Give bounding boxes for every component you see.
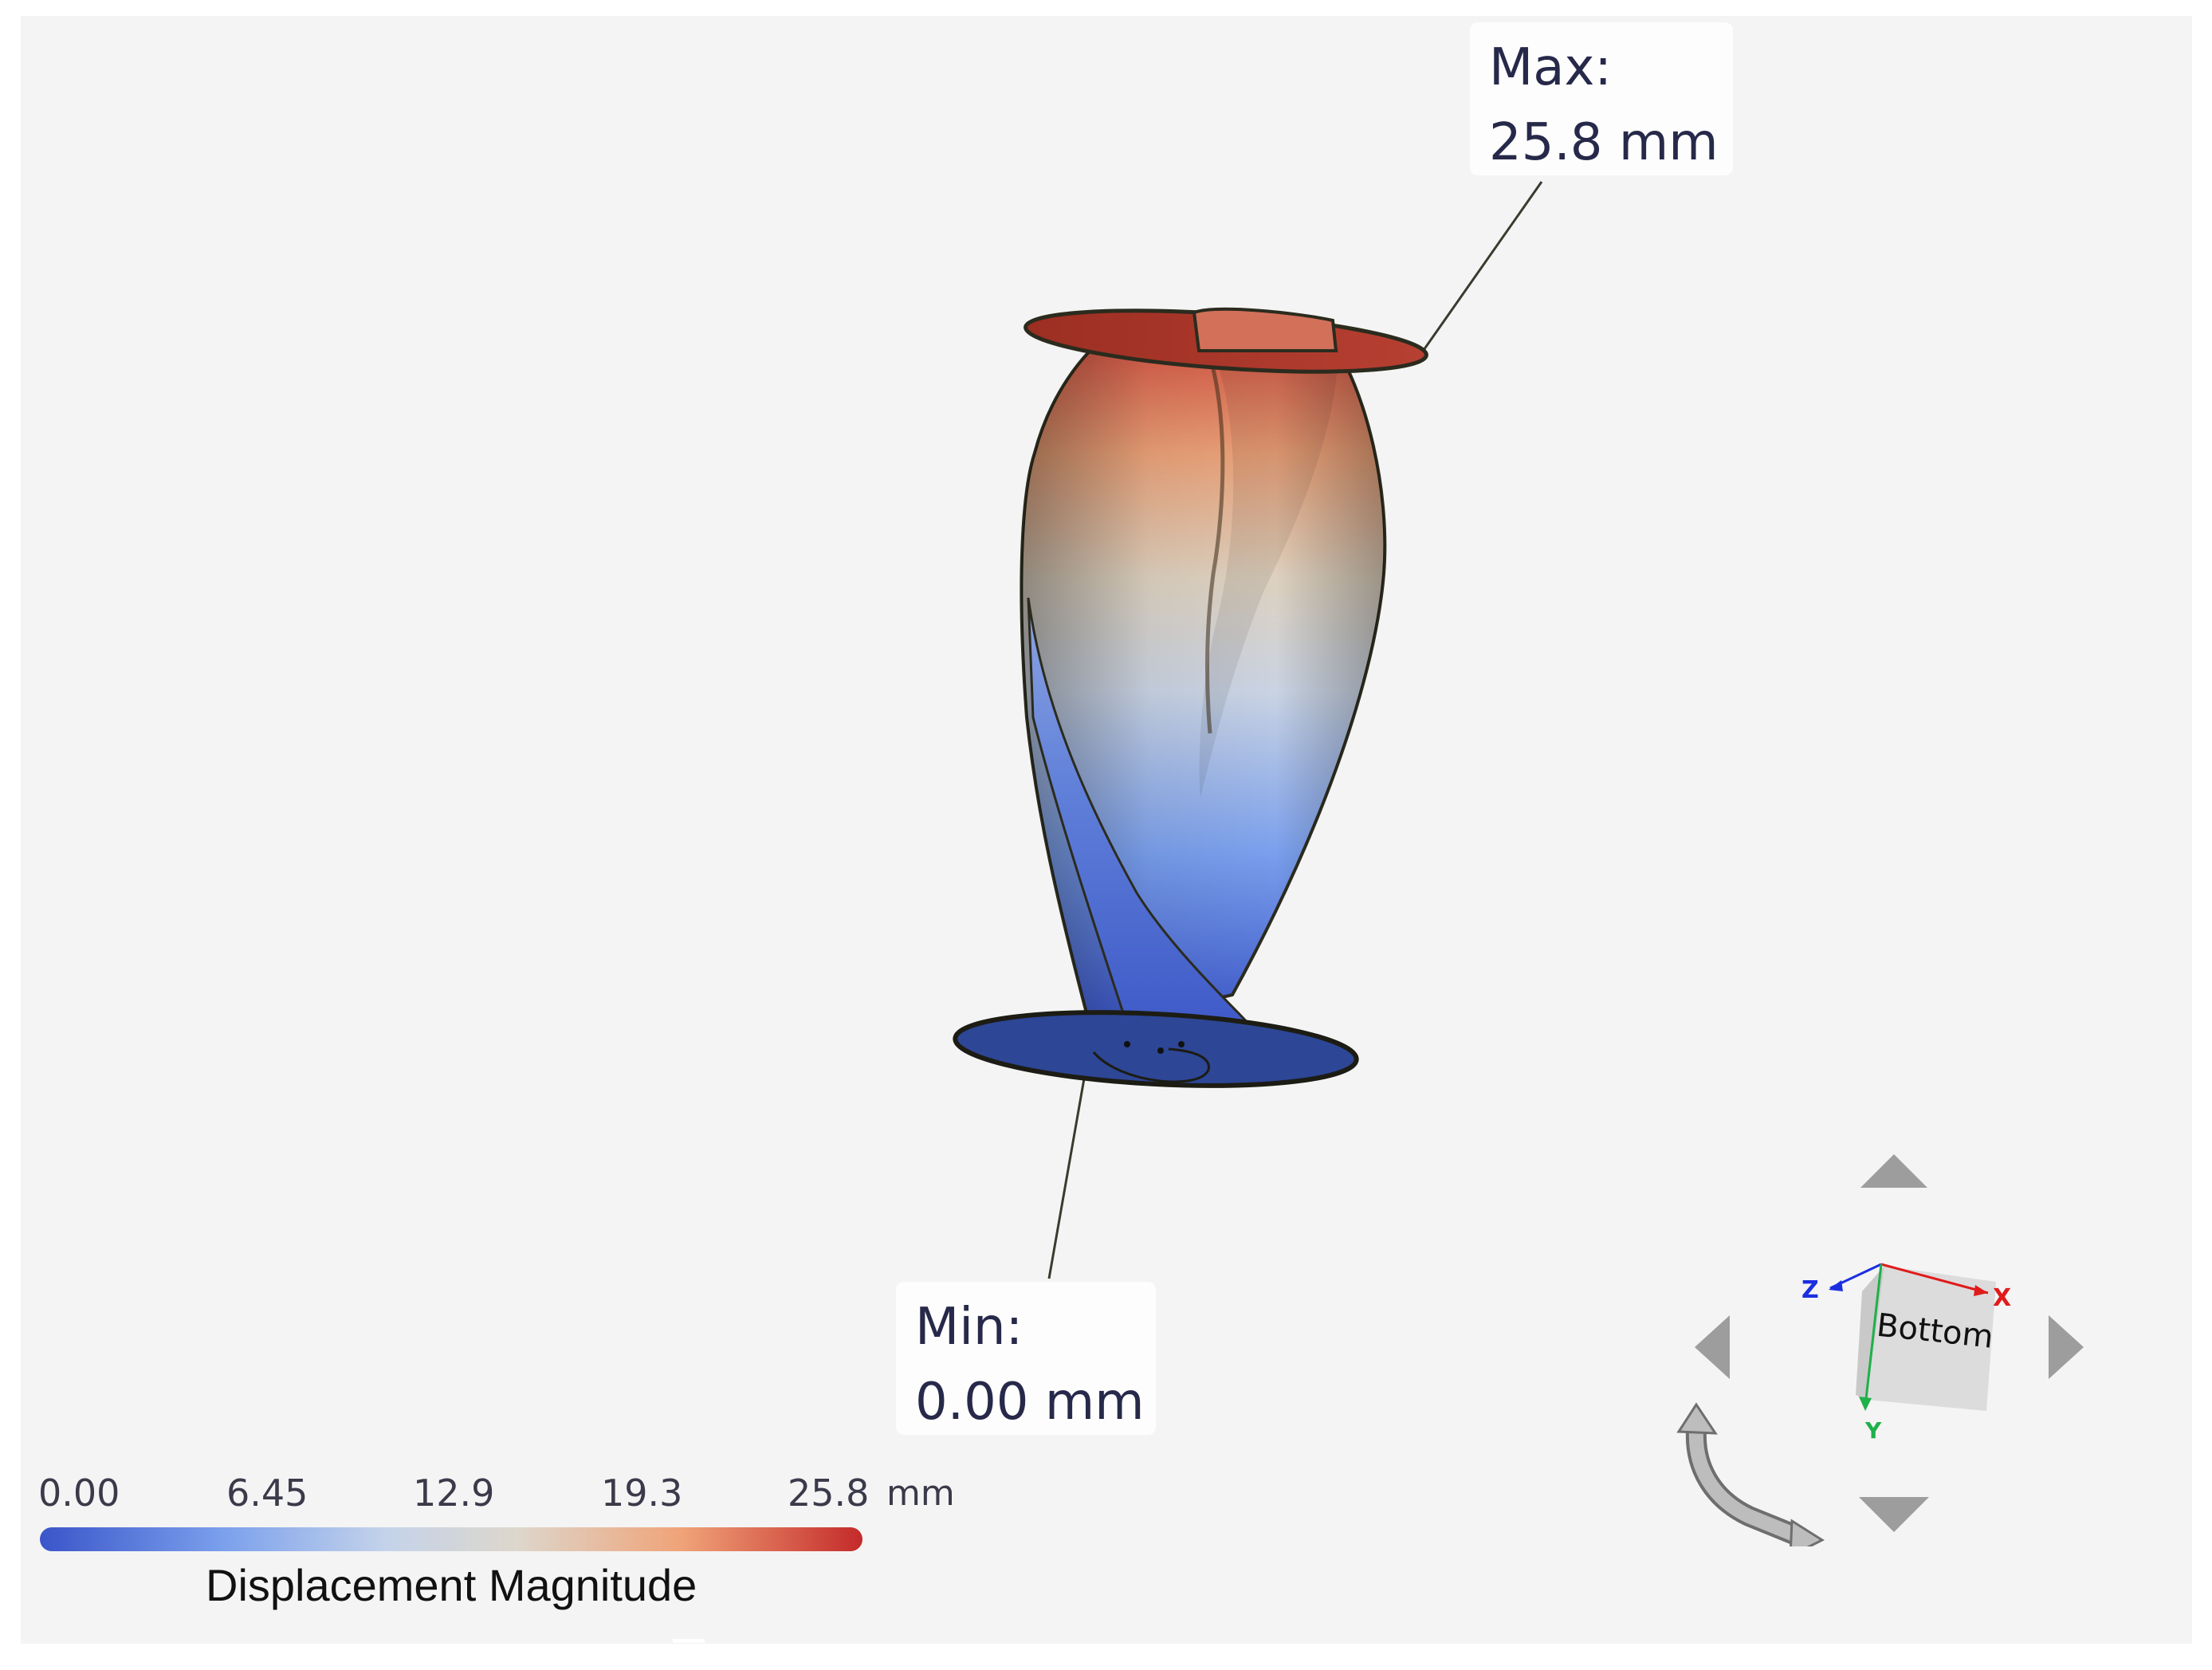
rotate-arc-fill bbox=[1688, 1424, 1807, 1544]
legend-tick: 6.45 bbox=[226, 1472, 308, 1515]
bottom-endplate bbox=[953, 1010, 1359, 1088]
color-legend: 0.00 6.45 12.9 19.3 25.8 mm Displacement… bbox=[35, 1457, 976, 1625]
legend-tick: 0.00 bbox=[38, 1472, 120, 1515]
arrow-left-icon[interactable] bbox=[1695, 1315, 1730, 1379]
legend-tick: 19.3 bbox=[601, 1472, 683, 1515]
rotate-arrowhead-top bbox=[1676, 1402, 1718, 1435]
x-axis-line bbox=[1880, 1263, 1989, 1295]
turbine-blade-crease bbox=[1194, 321, 1225, 734]
min-value: 0.00 mm bbox=[915, 1373, 1145, 1432]
max-label: Max: bbox=[1489, 38, 1612, 97]
y-axis-line bbox=[1864, 1263, 1883, 1407]
bottom-hub-dot bbox=[1178, 1041, 1185, 1047]
legend-tick: 12.9 bbox=[413, 1472, 495, 1515]
turbine-blade-front bbox=[1027, 597, 1255, 1031]
legend-tick: 25.8 bbox=[788, 1472, 870, 1515]
scroll-indicator bbox=[673, 1639, 705, 1643]
max-value: 25.8 mm bbox=[1489, 113, 1719, 172]
model-scene[interactable] bbox=[21, 16, 2192, 1644]
y-axis-arrowhead bbox=[1859, 1397, 1872, 1411]
arrow-right-icon[interactable] bbox=[2049, 1315, 2084, 1379]
max-leader-line bbox=[1420, 181, 1543, 353]
bottom-hub-dot bbox=[1157, 1047, 1164, 1054]
bottom-hub-dot bbox=[1124, 1041, 1130, 1047]
legend-color-bar bbox=[40, 1527, 862, 1551]
turbine-blade-back bbox=[1191, 319, 1338, 797]
arrow-up-icon[interactable] bbox=[1860, 1154, 1927, 1188]
view-navigator[interactable]: Bottom X Z Y bbox=[1671, 1132, 2117, 1546]
view-cube[interactable]: Bottom bbox=[1856, 1266, 1996, 1411]
cube-bottom-face[interactable] bbox=[1867, 1266, 1996, 1411]
x-axis-arrowhead bbox=[1974, 1285, 1988, 1296]
legend-title: Displacement Magnitude bbox=[206, 1560, 697, 1610]
rotate-arrowhead-bottom bbox=[1790, 1519, 1825, 1546]
bottom-hub-curve bbox=[1092, 1047, 1210, 1083]
turbine-body-shading bbox=[1021, 327, 1385, 1028]
3d-viewport[interactable]: Max: 25.8 mm Min: 0.00 mm 0.00 6.45 12.9… bbox=[21, 16, 2192, 1644]
legend-unit: mm bbox=[886, 1473, 955, 1514]
rotate-icon[interactable] bbox=[1676, 1402, 1825, 1546]
arrow-down-icon[interactable] bbox=[1859, 1497, 1929, 1532]
axis-triad: X Z Y bbox=[1801, 1263, 2011, 1444]
y-axis-label: Y bbox=[1864, 1417, 1882, 1444]
min-callout: Min: 0.00 mm bbox=[896, 1282, 1156, 1435]
min-label: Min: bbox=[915, 1298, 1023, 1357]
top-blade-edge bbox=[1192, 307, 1338, 352]
min-leader-line bbox=[1047, 1069, 1087, 1279]
z-axis-label: Z bbox=[1801, 1276, 1819, 1304]
x-axis-label: X bbox=[1993, 1284, 2011, 1312]
z-axis-arrowhead bbox=[1829, 1280, 1843, 1291]
max-callout: Max: 25.8 mm bbox=[1470, 22, 1733, 175]
